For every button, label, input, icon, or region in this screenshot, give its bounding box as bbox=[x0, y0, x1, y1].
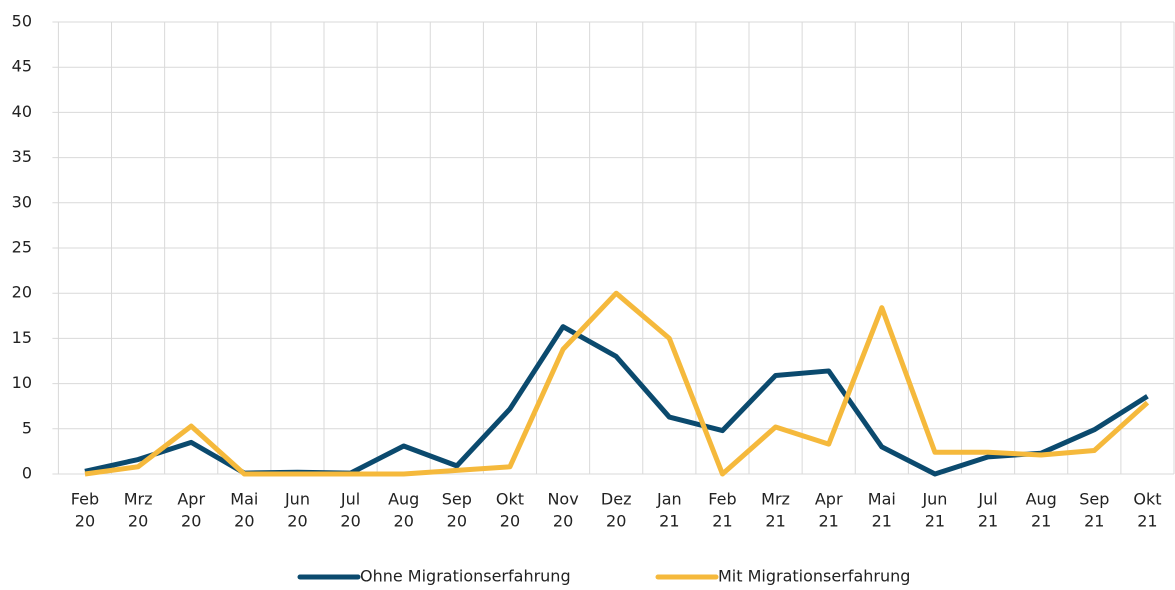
x-tick-label: 21 bbox=[659, 512, 679, 531]
y-tick-label: 15 bbox=[12, 328, 32, 347]
x-tick-label: Dez bbox=[601, 490, 632, 509]
x-tick-label: 20 bbox=[447, 512, 467, 531]
y-tick-label: 25 bbox=[12, 238, 32, 257]
x-tick-label: 21 bbox=[819, 512, 839, 531]
x-tick-label: 21 bbox=[925, 512, 945, 531]
y-tick-label: 0 bbox=[22, 464, 32, 483]
x-tick-label: 20 bbox=[75, 512, 95, 531]
y-tick-label: 10 bbox=[12, 373, 32, 392]
y-tick-label: 5 bbox=[22, 418, 32, 437]
x-tick-label: Aug bbox=[388, 490, 419, 509]
x-tick-label: 20 bbox=[553, 512, 573, 531]
legend-label: Ohne Migrationserfahrung bbox=[360, 567, 571, 586]
x-tick-label: 20 bbox=[606, 512, 626, 531]
x-tick-label: Jul bbox=[340, 490, 360, 509]
x-tick-label: 21 bbox=[1084, 512, 1104, 531]
x-tick-label: 20 bbox=[340, 512, 360, 531]
x-tick-label: Okt bbox=[496, 490, 524, 509]
x-tick-label: 21 bbox=[1031, 512, 1051, 531]
x-tick-label: Feb bbox=[71, 490, 99, 509]
x-tick-label: Jun bbox=[921, 490, 947, 509]
y-tick-label: 35 bbox=[12, 147, 32, 166]
y-tick-label: 50 bbox=[12, 12, 32, 31]
x-tick-label: 21 bbox=[978, 512, 998, 531]
x-tick-label: 21 bbox=[872, 512, 892, 531]
x-tick-label: Sep bbox=[1079, 490, 1109, 509]
x-tick-label: Nov bbox=[547, 490, 578, 509]
x-tick-label: Apr bbox=[815, 490, 843, 509]
x-tick-label: 20 bbox=[500, 512, 520, 531]
legend-label: Mit Migrationserfahrung bbox=[718, 567, 910, 586]
x-tick-label: Mrz bbox=[761, 490, 790, 509]
y-tick-label: 30 bbox=[12, 192, 32, 211]
x-tick-label: 20 bbox=[128, 512, 148, 531]
x-tick-label: Okt bbox=[1133, 490, 1161, 509]
x-tick-label: 21 bbox=[765, 512, 785, 531]
x-tick-label: 20 bbox=[394, 512, 414, 531]
x-tick-label: Mrz bbox=[124, 490, 153, 509]
x-tick-label: Mai bbox=[230, 490, 258, 509]
y-tick-label: 45 bbox=[12, 57, 32, 76]
y-tick-label: 20 bbox=[12, 283, 32, 302]
x-tick-label: Feb bbox=[708, 490, 736, 509]
x-tick-label: 20 bbox=[287, 512, 307, 531]
x-tick-label: 20 bbox=[234, 512, 254, 531]
y-tick-label: 40 bbox=[12, 102, 32, 121]
x-tick-label: Jul bbox=[977, 490, 997, 509]
x-tick-label: Apr bbox=[177, 490, 205, 509]
series-line bbox=[84, 290, 1150, 477]
x-tick-label: Mai bbox=[868, 490, 896, 509]
x-tick-label: 21 bbox=[712, 512, 732, 531]
x-tick-label: Jun bbox=[284, 490, 310, 509]
x-tick-label: 21 bbox=[1137, 512, 1157, 531]
x-tick-label: Jan bbox=[656, 490, 682, 509]
x-tick-label: Sep bbox=[442, 490, 472, 509]
x-tick-label: 20 bbox=[181, 512, 201, 531]
x-tick-label: Aug bbox=[1026, 490, 1057, 509]
